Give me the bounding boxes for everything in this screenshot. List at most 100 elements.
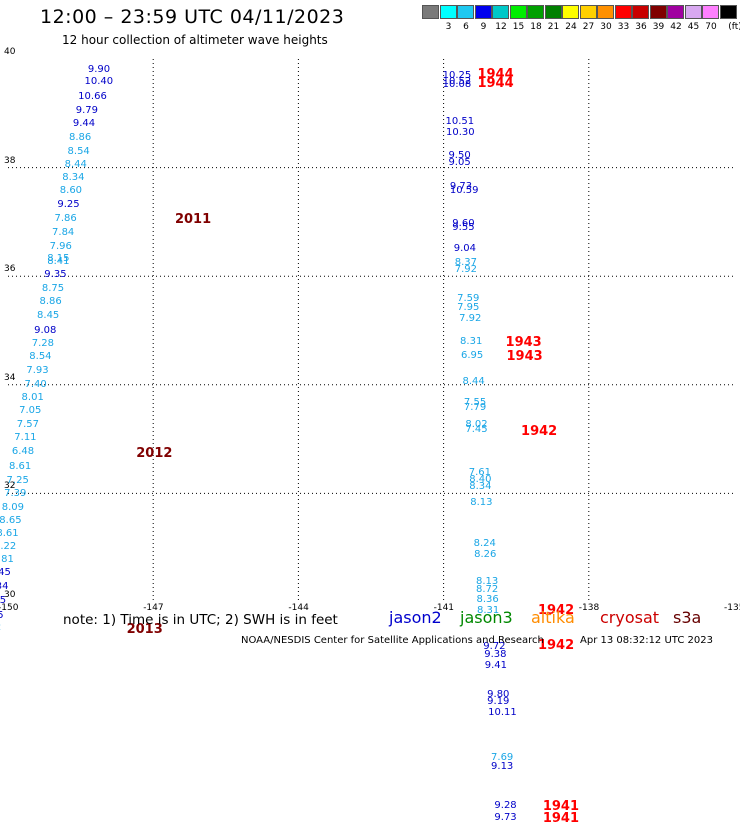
color-scale-label: 45 (687, 22, 700, 32)
wave-height-value: 8.01 (21, 392, 44, 404)
x-tick-label: -150 (0, 603, 19, 613)
color-scale-label: 27 (582, 22, 595, 32)
color-swatch (439, 5, 457, 19)
color-swatch (614, 5, 632, 19)
wave-height-value: 9.55 (452, 222, 475, 234)
wave-height-value: 9.73 (494, 812, 517, 824)
wave-height-value: 9.90 (87, 63, 111, 75)
color-swatch (579, 5, 597, 19)
pass-time-label: 1941 (542, 811, 579, 826)
wave-height-value: 8.45 (37, 310, 60, 322)
wave-height-value: 8.37 (454, 257, 477, 269)
pass-time-label: 1943 (505, 335, 542, 351)
wave-height-value: 7.59 (457, 293, 480, 304)
wave-height-value: 8.44 (462, 375, 485, 387)
legend-note: note: 1) Time is in UTC; 2) SWH is in fe… (63, 612, 338, 628)
y-tick-label: 34 (4, 372, 16, 383)
wave-height-value: 8.13 (476, 576, 499, 588)
color-swatch (649, 5, 667, 19)
wave-height-value: 8.13 (470, 497, 493, 509)
wave-height-value: 7.93 (26, 364, 49, 376)
wave-height-value: 9.04 (453, 243, 477, 255)
color-swatch (702, 5, 719, 19)
chart-subtitle: 12 hour collection of altimeter wave hei… (62, 33, 328, 47)
x-tick-label: -138 (578, 603, 600, 613)
color-scale-label: 9 (480, 22, 487, 32)
wave-height-value: 8.15 (47, 252, 70, 264)
wave-height-value: 8.92 (0, 623, 1, 633)
pass-time-label: 2013 (126, 622, 163, 638)
wave-height-value: 9.45 (0, 567, 11, 579)
wave-height-value: 9.73 (449, 181, 473, 193)
y-tick-label: 38 (4, 155, 16, 166)
color-swatch (719, 5, 737, 19)
pass-time-label: 1944 (477, 76, 514, 92)
wave-height-value: 6.95 (461, 350, 484, 362)
wave-height-value: 10.59 (449, 185, 479, 197)
wave-height-value: 7.11 (14, 432, 37, 443)
color-swatch (667, 5, 684, 19)
x-tick-label: -135 (724, 603, 740, 613)
wave-height-value: 7.28 (31, 337, 54, 349)
wave-height-value: 7.45 (465, 424, 488, 436)
wave-height-value: 10.11 (488, 706, 517, 718)
wave-height-value: 9.08 (34, 324, 57, 336)
wave-height-value: 7.95 (457, 301, 480, 313)
wave-height-value: 6.48 (11, 446, 35, 458)
wave-height-value: 7.40 (24, 378, 47, 390)
wave-height-value: 8.26 (474, 549, 497, 561)
wave-height-value: 9.41 (484, 660, 507, 672)
wave-height-value: 9.60 (452, 218, 475, 230)
wave-height-value: 10.25 (442, 70, 472, 82)
color-scale-label: 70 (705, 22, 717, 32)
color-scale-label: 30 (600, 22, 612, 32)
wave-height-value: 8.75 (41, 282, 65, 294)
wave-height-value: 7.39 (4, 488, 27, 500)
satellite-legend-cryosat: cryosat (600, 608, 660, 627)
wave-height-value: 8.54 (67, 146, 90, 158)
color-scale-label: 12 (495, 22, 507, 32)
y-tick-label: 32 (4, 481, 16, 492)
satellite-legend-s3a: s3a (673, 608, 702, 627)
wave-height-value: 8.02 (465, 418, 488, 430)
wave-height-value: 7.25 (6, 475, 29, 487)
wave-height-value: 9.44 (72, 118, 96, 130)
y-tick-label: 36 (4, 264, 16, 275)
wave-height-value: 7.57 (16, 418, 39, 430)
y-tick-label: 30 (4, 590, 16, 600)
pass-time-label: 1943 (506, 349, 543, 365)
pass-time-label: 2011 (174, 212, 212, 228)
wave-height-value: 8.44 (64, 159, 87, 171)
color-scale-label: 36 (635, 22, 647, 32)
wave-height-value: 10.40 (84, 75, 114, 87)
wave-height-value: 8.60 (59, 184, 83, 196)
wave-height-value: 8.31 (460, 336, 483, 348)
wave-height-value: 9.45 (0, 609, 4, 621)
color-scale-label: 6 (463, 22, 469, 32)
wave-height-value: 7.92 (454, 263, 477, 275)
wave-height-value: 8.86 (68, 132, 92, 144)
pass-time-label: 1942 (537, 602, 575, 618)
wave-height-value: 9.05 (448, 157, 471, 169)
wave-height-value: 9.72 (483, 640, 506, 652)
wave-height-value: 7.81 (0, 553, 14, 565)
wave-height-value: 8.41 (47, 255, 70, 267)
wave-height-value: 8.36 (476, 593, 499, 605)
color-swatch (632, 5, 649, 19)
satellite-legend-altika: altika (531, 608, 575, 627)
wave-height-value: 8.65 (0, 514, 22, 526)
wave-height-value: 8.86 (39, 296, 62, 308)
color-scale-label: 39 (652, 22, 665, 32)
color-scale-label: 21 (547, 22, 560, 32)
wave-height-value: 7.96 (49, 240, 72, 252)
color-scale-label: 15 (512, 22, 525, 32)
wave-height-value: 8.54 (29, 351, 52, 363)
color-scale-label: 42 (670, 22, 682, 32)
color-swatch (457, 5, 474, 19)
color-swatch (527, 5, 544, 19)
footer-credit: NOAA/NESDIS Center for Satellite Applica… (241, 635, 544, 646)
x-tick-label: -147 (143, 603, 164, 613)
color-swatch (422, 5, 439, 19)
wave-height-value: 7.79 (463, 401, 487, 413)
satellite-legend-jason2: jason2 (389, 608, 442, 627)
